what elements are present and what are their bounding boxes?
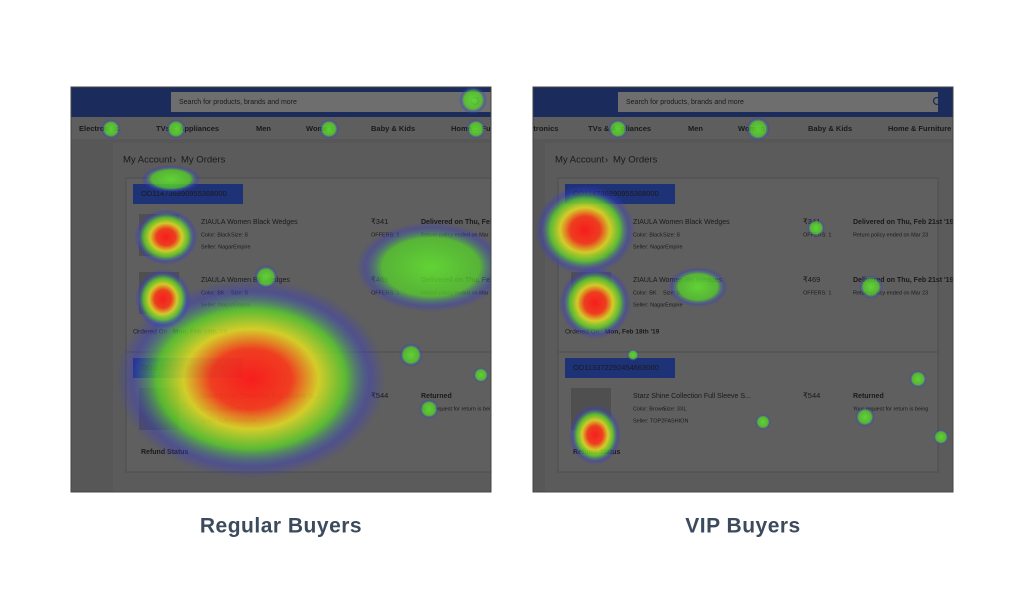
nav-item[interactable]: Men xyxy=(256,124,271,133)
search-placeholder: Search for products, brands and more xyxy=(179,99,297,106)
product-seller: Seller: NagarEmpire xyxy=(201,244,251,250)
breadcrumb-sep: › xyxy=(605,155,608,166)
panel-border xyxy=(70,86,492,493)
nav-item[interactable]: TVs & Appliances xyxy=(156,124,219,133)
heat-blob xyxy=(909,370,927,388)
heat-blob xyxy=(807,219,825,237)
status: Delivered on Thu, Feb 21st '19 xyxy=(421,219,522,226)
heat-blob xyxy=(399,343,423,367)
heat-blob xyxy=(459,87,487,114)
search-box[interactable] xyxy=(618,92,938,112)
heat-blob xyxy=(608,119,628,139)
nav-item[interactable]: Baby & Kids xyxy=(808,124,852,133)
price: ₹544 xyxy=(803,391,820,400)
heat-blob xyxy=(356,222,491,312)
order-id: OD114736890955368000 xyxy=(573,189,659,198)
product-name[interactable]: ZIAULA Women Black Wedges xyxy=(633,219,730,226)
product-color: Color: Black xyxy=(201,232,231,238)
heat-blob xyxy=(473,367,489,383)
heat-blob xyxy=(134,209,198,265)
heat-blob xyxy=(859,275,883,299)
breadcrumb-sep: › xyxy=(173,155,176,166)
order-id: OD114736890955368000 xyxy=(141,189,227,198)
heat-blob xyxy=(855,407,875,427)
heat-blob xyxy=(419,399,439,419)
heat-blob xyxy=(668,267,728,307)
search-icon xyxy=(932,96,942,106)
breadcrumb: My Orders xyxy=(613,155,658,166)
heat-blob xyxy=(101,119,121,139)
heat-blob xyxy=(535,185,635,275)
product-color: Color: Brown xyxy=(633,406,665,412)
heat-blob xyxy=(135,269,191,329)
nav-item[interactable]: Electronics xyxy=(518,124,558,133)
product-color: Color: BK xyxy=(633,290,657,296)
order-id-badge[interactable] xyxy=(565,358,675,378)
offers: OFFERS: 1 xyxy=(803,290,831,296)
status-note: Return policy ended on Mar 23 xyxy=(853,290,928,296)
heat-blob xyxy=(627,349,639,361)
heat-blob xyxy=(466,119,486,139)
status-note: Your request for return is being xyxy=(421,406,496,412)
heat-blob xyxy=(569,405,621,465)
product-size: Size: 8 xyxy=(231,232,248,238)
heat-blob xyxy=(755,414,771,430)
breadcrumb[interactable]: My Account xyxy=(123,155,172,166)
product-color: Color: Black xyxy=(633,232,663,238)
price: ₹341 xyxy=(371,217,388,226)
status-note: Return policy ended on Mar 23 xyxy=(853,232,928,238)
price: ₹469 xyxy=(803,275,820,284)
product-seller: Seller: NagarEmpire xyxy=(633,302,683,308)
status: Delivered on Thu, Feb 21st '19 xyxy=(853,277,954,284)
status-note: Your request for return is being xyxy=(853,406,928,412)
product-size: Size: 8 xyxy=(663,232,680,238)
nav-item[interactable]: Home & Furniture xyxy=(888,124,951,133)
nav-bar xyxy=(533,117,953,139)
nav-item[interactable]: Baby & Kids xyxy=(371,124,415,133)
heat-blob xyxy=(166,119,186,139)
product-name[interactable]: ZIAULA Women Black Wedges xyxy=(201,219,298,226)
breadcrumb: My Orders xyxy=(181,155,226,166)
heat-overlay xyxy=(535,117,949,465)
heat-blob xyxy=(116,279,386,479)
panel-border xyxy=(532,86,954,493)
product-seller: Seller: NagarEmpire xyxy=(633,244,683,250)
nav-item[interactable]: Men xyxy=(688,124,703,133)
search-placeholder: Search for products, brands and more xyxy=(626,99,744,106)
status: Delivered on Thu, Feb 21st '19 xyxy=(853,219,954,226)
order-id: OD113372292454663000 xyxy=(573,363,659,372)
heat-blob xyxy=(141,165,201,193)
heat-blob xyxy=(746,117,770,141)
nav-item[interactable]: Electronics xyxy=(79,124,119,133)
caption: VIP Buyers xyxy=(685,515,801,538)
breadcrumb[interactable]: My Account xyxy=(555,155,604,166)
product-name[interactable]: Starz Shine Collection Full Sleeve S... xyxy=(633,393,751,400)
heat-blob xyxy=(933,429,949,445)
heat-blob xyxy=(319,119,339,139)
heat-blob xyxy=(559,267,631,339)
ordered-on-date: Mon, Feb 18th '19 xyxy=(605,329,660,336)
product-size: Size: 3XL xyxy=(663,406,687,412)
status: Returned xyxy=(421,393,452,400)
search-box[interactable] xyxy=(171,92,491,112)
caption: Regular Buyers xyxy=(200,515,362,538)
nav-bar xyxy=(71,117,491,139)
heat-overlay xyxy=(101,87,491,479)
heat-blob xyxy=(254,265,278,289)
status: Returned xyxy=(853,393,884,400)
product-seller: Seller: TOP2FASHION xyxy=(633,418,688,424)
